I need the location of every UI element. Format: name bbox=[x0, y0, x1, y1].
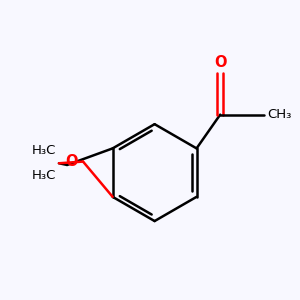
Text: H₃C: H₃C bbox=[31, 169, 56, 182]
Text: CH₃: CH₃ bbox=[268, 108, 292, 121]
Text: O: O bbox=[66, 154, 78, 169]
Text: H₃C: H₃C bbox=[31, 145, 56, 158]
Text: O: O bbox=[214, 55, 226, 70]
